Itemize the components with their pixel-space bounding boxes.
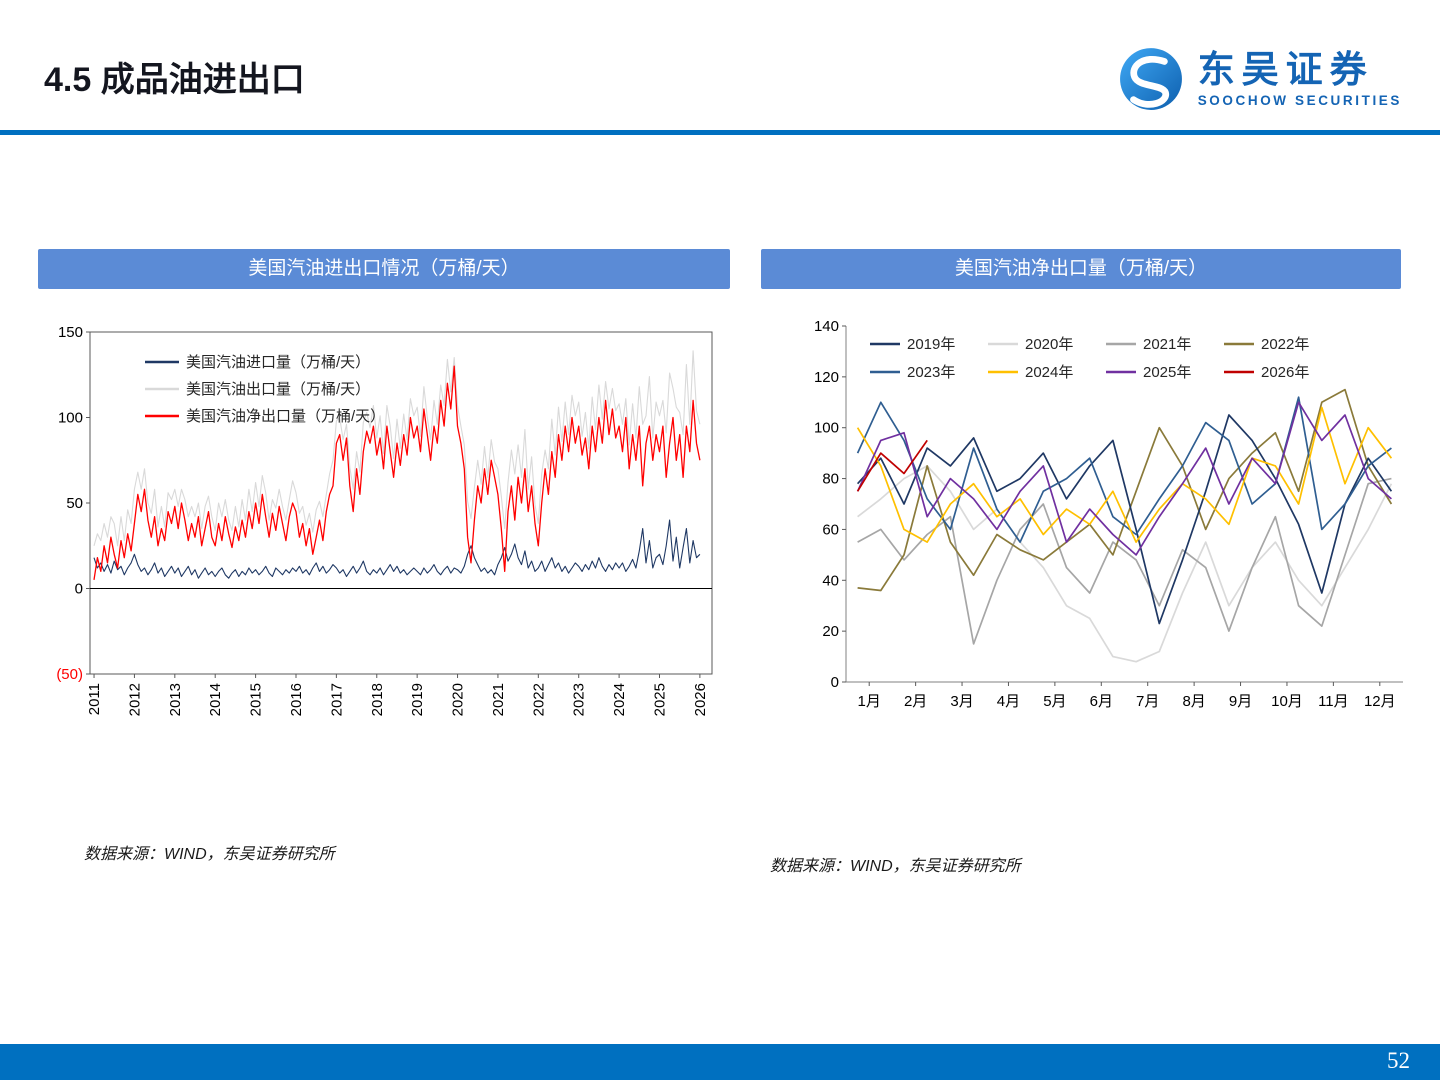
- svg-text:40: 40: [822, 572, 839, 589]
- svg-text:2025年: 2025年: [1143, 364, 1191, 381]
- svg-text:2月: 2月: [904, 693, 927, 710]
- svg-text:(50): (50): [56, 666, 83, 683]
- svg-text:3月: 3月: [950, 693, 973, 710]
- page-title: 4.5 成品油进出口: [44, 61, 305, 99]
- svg-text:2025: 2025: [651, 683, 668, 716]
- brand-logo: 东吴证券 SOOCHOW SECURITIES: [1118, 46, 1402, 112]
- brand-logo-text: 东吴证券 SOOCHOW SECURITIES: [1197, 48, 1402, 109]
- svg-text:2018: 2018: [369, 683, 386, 716]
- svg-text:11月: 11月: [1318, 693, 1349, 710]
- svg-text:7月: 7月: [1136, 693, 1159, 710]
- svg-text:60: 60: [822, 521, 839, 538]
- svg-text:2024: 2024: [611, 683, 628, 716]
- svg-text:2026年: 2026年: [1261, 364, 1309, 381]
- svg-text:2019年: 2019年: [907, 336, 955, 353]
- svg-text:6月: 6月: [1090, 693, 1113, 710]
- svg-text:2020: 2020: [450, 683, 467, 716]
- svg-text:2020年: 2020年: [1025, 336, 1073, 353]
- right-chart-title: 美国汽油净出口量（万桶/天）: [761, 249, 1401, 289]
- svg-text:2012: 2012: [126, 683, 143, 716]
- right-source-note: 数据来源：WIND，东吴证券研究所: [770, 858, 1021, 875]
- svg-text:2015: 2015: [248, 683, 265, 716]
- svg-text:2019: 2019: [409, 683, 426, 716]
- svg-text:0: 0: [75, 581, 83, 598]
- svg-text:2021年: 2021年: [1143, 336, 1191, 353]
- svg-text:80: 80: [822, 471, 839, 488]
- svg-text:1月: 1月: [858, 693, 881, 710]
- svg-text:2013: 2013: [167, 683, 184, 716]
- svg-text:10月: 10月: [1271, 693, 1303, 710]
- svg-text:8月: 8月: [1182, 693, 1205, 710]
- svg-text:20: 20: [822, 623, 839, 640]
- svg-text:美国汽油进口量（万桶/天）: 美国汽油进口量（万桶/天）: [186, 354, 370, 371]
- svg-text:2022年: 2022年: [1261, 336, 1309, 353]
- svg-text:2024年: 2024年: [1025, 364, 1073, 381]
- svg-text:2016: 2016: [288, 683, 305, 716]
- svg-text:9月: 9月: [1229, 693, 1252, 710]
- brand-name-en: SOOCHOW SECURITIES: [1197, 93, 1402, 109]
- svg-text:2021: 2021: [490, 683, 507, 716]
- svg-text:50: 50: [66, 495, 83, 512]
- svg-text:美国汽油净出口量（万桶/天）: 美国汽油净出口量（万桶/天）: [186, 408, 385, 425]
- svg-text:100: 100: [814, 420, 839, 437]
- svg-text:2014: 2014: [207, 683, 224, 716]
- svg-text:12月: 12月: [1364, 693, 1396, 710]
- brand-name-cn: 东吴证券: [1197, 48, 1374, 90]
- svg-text:150: 150: [58, 324, 83, 341]
- svg-text:2023: 2023: [571, 683, 588, 716]
- page-number: 52: [1387, 1048, 1410, 1073]
- svg-text:5月: 5月: [1043, 693, 1066, 710]
- footer-bar: 52: [0, 1044, 1440, 1080]
- brand-logo-icon: [1119, 48, 1182, 110]
- svg-text:2017: 2017: [328, 683, 345, 716]
- svg-text:140: 140: [814, 318, 839, 335]
- left-chart-canvas: 150 100 50 0 (50)2011 2012 2013 2014 2015 2016 201…: [56, 324, 713, 716]
- svg-text:2023年: 2023年: [907, 364, 955, 381]
- svg-text:2022: 2022: [530, 683, 547, 716]
- svg-text:2011: 2011: [86, 683, 103, 715]
- right-chart-canvas: 0 20 40 60 80 100 120 140 1月 2月 3月 4月 5月 6月 7月 8月 9月 10月 1…: [814, 318, 1403, 710]
- left-chart-title: 美国汽油进出口情况（万桶/天）: [38, 249, 730, 289]
- svg-text:120: 120: [814, 369, 839, 386]
- svg-text:100: 100: [58, 410, 83, 427]
- header-divider: [0, 130, 1440, 135]
- svg-text:4月: 4月: [997, 693, 1020, 710]
- svg-text:0: 0: [831, 674, 839, 691]
- svg-text:美国汽油出口量（万桶/天）: 美国汽油出口量（万桶/天）: [186, 381, 370, 398]
- left-source-note: 数据来源：WIND，东吴证券研究所: [84, 846, 335, 863]
- svg-text:2026: 2026: [692, 683, 709, 716]
